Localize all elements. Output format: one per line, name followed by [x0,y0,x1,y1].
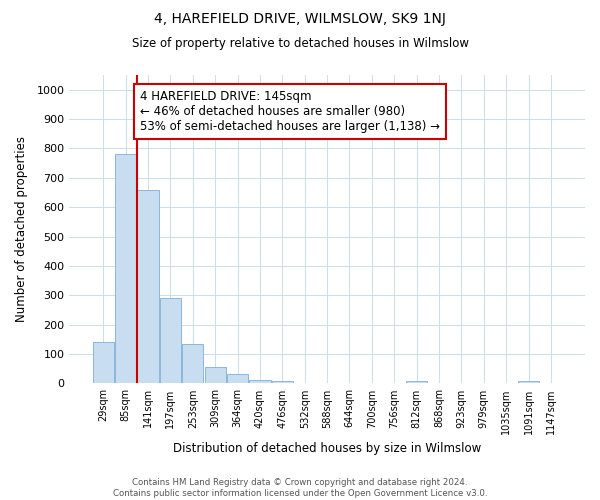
Bar [205,368,226,384]
Bar [182,344,203,384]
Bar [227,374,248,384]
Bar [250,380,271,384]
Bar [518,381,539,384]
Bar [406,382,427,384]
Text: Size of property relative to detached houses in Wilmslow: Size of property relative to detached ho… [131,38,469,51]
Bar [137,190,158,384]
Text: Contains HM Land Registry data © Crown copyright and database right 2024.
Contai: Contains HM Land Registry data © Crown c… [113,478,487,498]
Text: 4 HAREFIELD DRIVE: 145sqm
← 46% of detached houses are smaller (980)
53% of semi: 4 HAREFIELD DRIVE: 145sqm ← 46% of detac… [140,90,440,132]
Bar [294,382,316,384]
Bar [115,154,136,384]
Bar [160,298,181,384]
Text: 4, HAREFIELD DRIVE, WILMSLOW, SK9 1NJ: 4, HAREFIELD DRIVE, WILMSLOW, SK9 1NJ [154,12,446,26]
Bar [272,381,293,384]
X-axis label: Distribution of detached houses by size in Wilmslow: Distribution of detached houses by size … [173,442,481,455]
Y-axis label: Number of detached properties: Number of detached properties [15,136,28,322]
Bar [92,342,114,384]
